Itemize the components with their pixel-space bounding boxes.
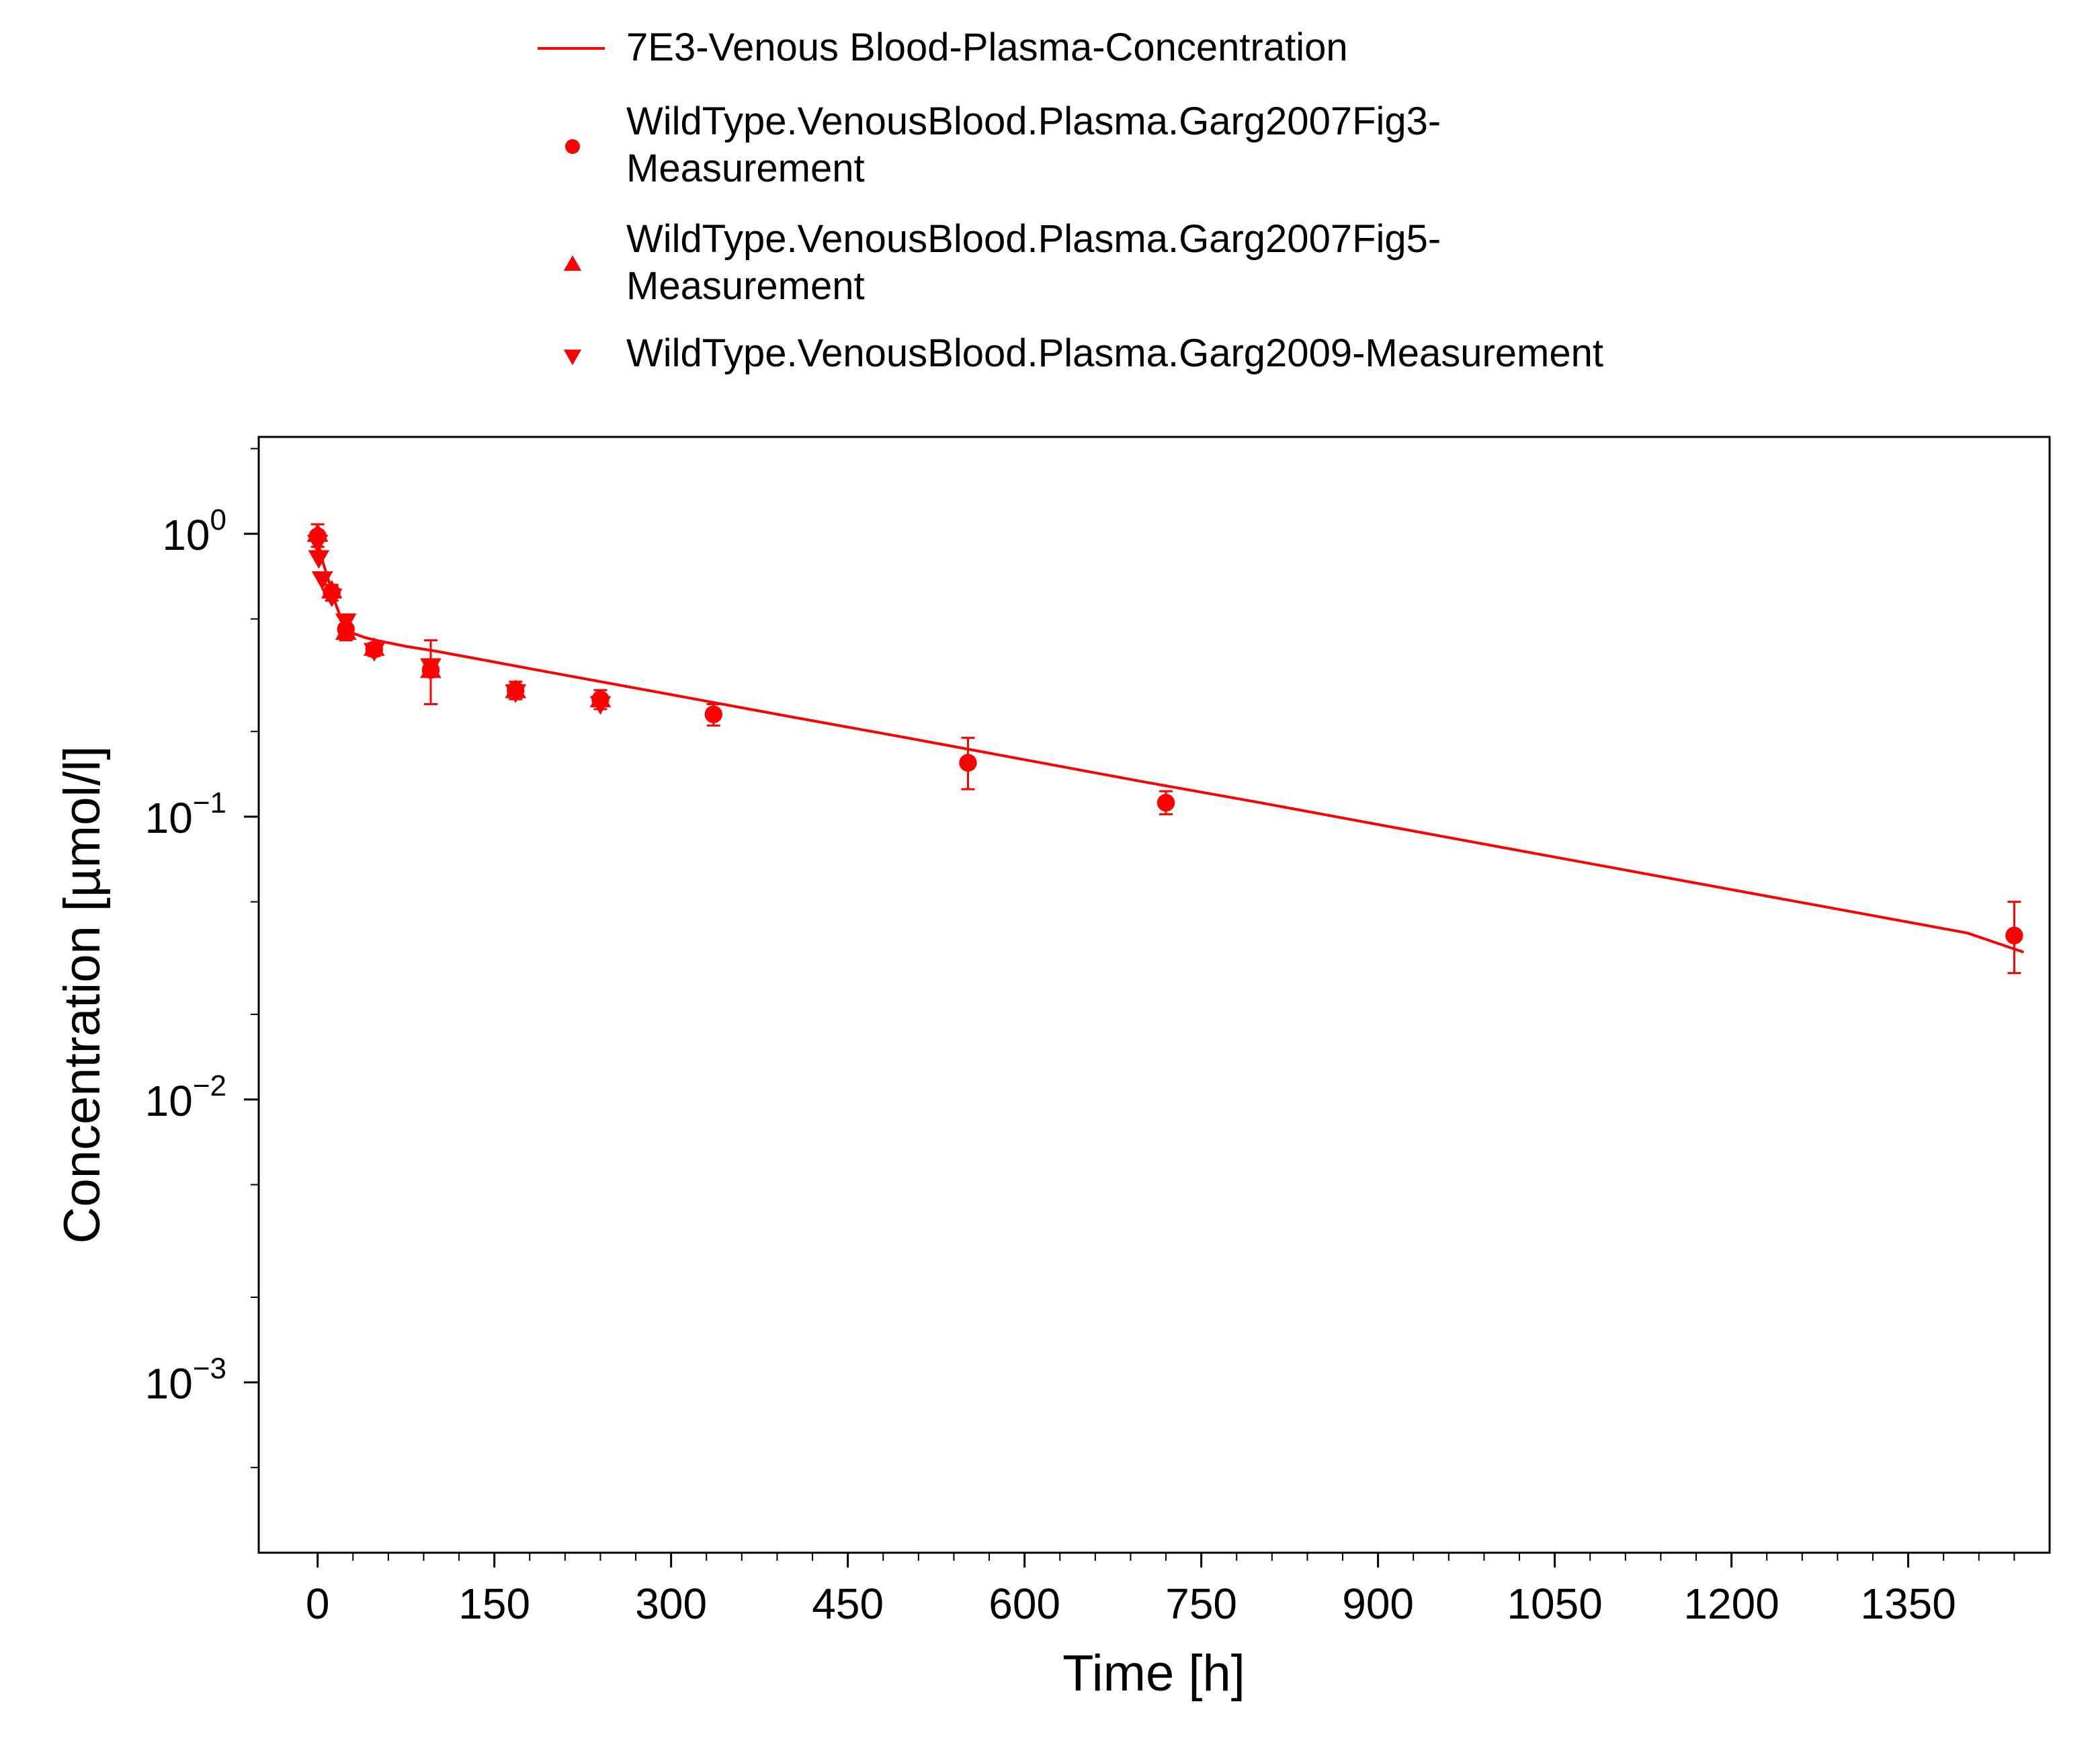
legend: 7E3-Venous Blood-Plasma-Concentration Wil… bbox=[538, 26, 1603, 375]
y-tick-label: 100 bbox=[162, 503, 226, 559]
data-point bbox=[2005, 926, 2023, 944]
x-tick-label: 450 bbox=[812, 1580, 884, 1628]
data-point bbox=[704, 705, 722, 723]
legend-label: WildType.VenousBlood.Plasma.Garg2007Fig3… bbox=[626, 99, 1441, 190]
legend-label: WildType.VenousBlood.Plasma.Garg2009-Mea… bbox=[626, 331, 1603, 375]
x-axis-title: Time [h] bbox=[1062, 1645, 1245, 1702]
legend-marker-swatch bbox=[563, 350, 582, 366]
y-tick-label: 10−1 bbox=[145, 786, 226, 842]
x-tick-label: 1200 bbox=[1683, 1580, 1779, 1628]
x-tick-label: 1350 bbox=[1860, 1580, 1956, 1628]
x-tick-label: 150 bbox=[458, 1580, 530, 1628]
plot-area-frame bbox=[257, 436, 2051, 1554]
axes: 0 150 300 450 600 750 900 1050 1200 1350 100 10−1 10… bbox=[145, 437, 2050, 1628]
data-point bbox=[321, 588, 343, 608]
x-tick-label: 600 bbox=[989, 1580, 1060, 1628]
data-point bbox=[306, 534, 329, 554]
legend-label: WildType.VenousBlood.Plasma.Garg2007Fig5… bbox=[626, 217, 1441, 308]
data-point bbox=[589, 696, 612, 715]
x-tick-label: 900 bbox=[1342, 1580, 1414, 1628]
simulation-curve bbox=[316, 537, 2025, 954]
data-point bbox=[335, 613, 357, 633]
y-tick-label: 10−3 bbox=[145, 1352, 226, 1408]
x-tick-label: 300 bbox=[635, 1580, 707, 1628]
data-point bbox=[311, 571, 333, 590]
legend-marker-swatch bbox=[565, 139, 580, 154]
data-point bbox=[308, 550, 330, 569]
x-tick-label: 750 bbox=[1165, 1580, 1237, 1628]
legend-label: 7E3-Venous Blood-Plasma-Concentration bbox=[626, 26, 1348, 69]
data-point bbox=[505, 684, 527, 703]
plot-content bbox=[306, 523, 2025, 975]
x-tick-label: 0 bbox=[306, 1580, 330, 1628]
y-axis-title: Concentration [µmol/l] bbox=[54, 746, 111, 1244]
y-tick-label: 10−2 bbox=[145, 1069, 226, 1125]
data-point bbox=[959, 754, 977, 772]
x-tick-label: 1050 bbox=[1507, 1580, 1602, 1628]
data-point bbox=[420, 658, 442, 678]
legend-marker-swatch bbox=[563, 255, 582, 271]
data-point bbox=[1157, 794, 1175, 812]
data-point bbox=[363, 643, 385, 662]
